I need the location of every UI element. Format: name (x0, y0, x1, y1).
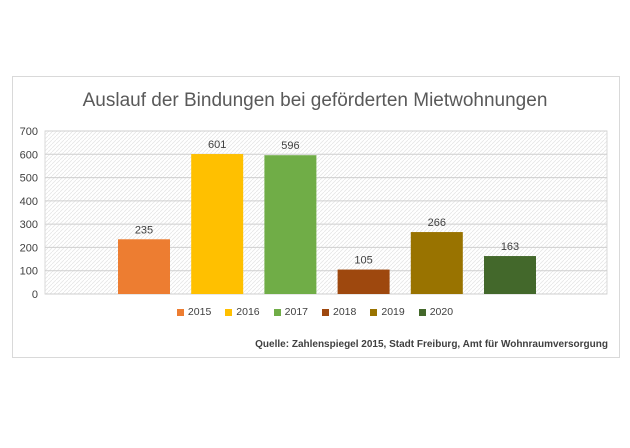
chart-title: Auslauf der Bindungen bei geförderten Mi… (82, 90, 548, 111)
data-label-2019: 266 (428, 217, 446, 229)
legend-item-2019: 2019 (370, 306, 405, 318)
y-tick-label: 200 (20, 242, 38, 254)
bar-2015 (118, 239, 170, 294)
legend-swatch (418, 308, 426, 316)
legend: 2015 2016 2017 2018 2019 2020 (0, 306, 630, 318)
bar-2016 (191, 154, 244, 294)
legend-swatch (273, 308, 281, 316)
data-label-2020: 163 (501, 241, 519, 253)
legend-swatch (176, 308, 184, 316)
legend-item-2018: 2018 (322, 306, 356, 318)
legend-swatch (225, 308, 233, 316)
data-label-2018: 105 (354, 255, 372, 267)
legend-swatch (370, 308, 378, 316)
y-tick-label: 0 (32, 289, 38, 301)
source-note: Quelle: Zahlenspiegel 2015, Stadt Freibu… (255, 339, 608, 350)
legend-label: 2016 (236, 306, 260, 318)
bar-2019 (410, 232, 463, 294)
legend-item-2020: 2020 (418, 306, 454, 318)
data-label-2017: 596 (281, 140, 299, 152)
legend-swatch (322, 308, 329, 316)
bar-2020 (484, 256, 536, 294)
legend-item-2015: 2015 (176, 306, 212, 318)
data-label-2016: 601 (208, 139, 226, 151)
y-tick-label: 300 (20, 219, 38, 231)
legend-label: 2018 (333, 306, 357, 318)
y-tick-label: 100 (20, 266, 38, 278)
y-tick-label: 700 (20, 126, 38, 138)
y-tick-label: 500 (20, 173, 38, 185)
legend-label: 2020 (429, 306, 454, 318)
bar-2017 (264, 155, 317, 294)
y-tick-label: 600 (20, 149, 38, 161)
data-label-2015: 235 (135, 224, 153, 236)
legend-label: 2015 (187, 306, 212, 318)
legend-label: 2019 (381, 306, 405, 318)
legend-item-2017: 2017 (273, 306, 308, 318)
legend-item-2016: 2016 (225, 306, 260, 318)
legend-label: 2017 (284, 306, 308, 318)
y-tick-label: 400 (20, 196, 38, 208)
bar-2018 (337, 269, 390, 294)
